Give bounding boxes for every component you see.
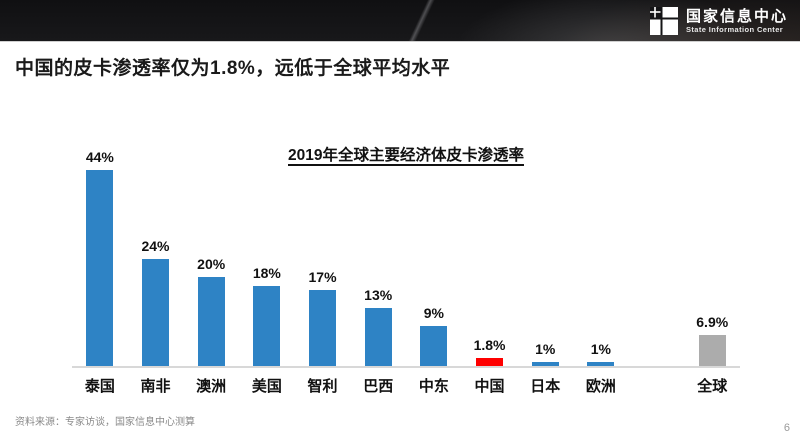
chart-bar-usa [253,286,281,366]
category-label-middle-east: 中东 [418,378,449,395]
bar-value-label: 18% [252,265,281,281]
bar-value-label: 1% [535,341,556,357]
chart-column-australia: 20% [183,256,239,366]
chart-column-middle-east: 9% [406,305,462,366]
category-label-chile: 智利 [307,378,338,395]
chart-bar-europe [587,362,615,366]
chart-bar-brazil [364,308,392,366]
chart-column-global: 6.9% [684,314,740,366]
category-label-china: 中国 [474,378,505,395]
chart-column-usa: 18% [239,265,295,366]
logo-text-en: State Information Center [685,25,784,34]
chart-bar-south-africa [142,259,169,366]
category-label-global: 全球 [697,378,728,395]
chart-bar-global [698,335,726,366]
sic-grid-icon [649,7,678,35]
category-label-europe: 欧洲 [585,378,616,395]
source-note: 资料来源：专家访谈，国家信息中心测算 [15,417,195,428]
logo-text: 国家信息中心 State Information Center [686,8,788,34]
header-banner: 国家信息中心 State Information Center [0,0,800,42]
chart-bar-thailand [86,170,114,366]
chart-bar-japan [531,362,559,366]
category-label-australia: 澳洲 [196,378,227,395]
bar-value-label: 1.8% [473,337,506,353]
chart-column-south-africa: 24% [128,238,184,366]
chart-column-europe: 1% [573,341,629,366]
bar-value-label: 1% [590,341,611,357]
category-label-south-africa: 南非 [140,378,171,395]
chart-column-japan: 1% [517,341,573,366]
plot-area: 44% 24% 20% 18% 17% 13% 9% 1.8% 1% 1% 6.9% [72,143,740,368]
bar-value-label: 20% [197,256,226,272]
chart-column-china: 1.8% [462,337,518,366]
category-label-usa: 美国 [251,378,282,395]
bar-chart: 2019年全球主要经济体皮卡渗透率 44% 24% 20% 18% 17% 13% 9% 1.… [72,143,740,396]
slide-title: 中国的皮卡渗透率仅为1.8%，远低于全球平均水平 [15,58,451,79]
chart-bar-middle-east [420,326,448,366]
category-label-brazil: 巴西 [363,378,394,395]
chart-title: 2019年全球主要经济体皮卡渗透率 [288,147,524,164]
bar-value-label: 24% [141,238,170,254]
chart-bar-chile [309,290,337,366]
bar-value-label: 13% [364,287,393,303]
category-spacer [629,375,685,396]
logo-text-cn: 国家信息中心 [685,8,788,25]
category-label-japan: 日本 [530,378,561,395]
chart-column-thailand: 44% [72,149,128,366]
bar-value-label: 9% [423,305,444,321]
chart-bar-china [476,358,504,366]
bar-value-label: 6.9% [696,314,729,330]
category-label-thailand: 泰国 [84,378,115,395]
chart-bar-australia [197,277,225,366]
bar-value-label: 17% [308,269,337,285]
chart-column-brazil: 13% [350,287,406,366]
state-information-center-logo: 国家信息中心 State Information Center [649,7,788,35]
category-row: 泰国 南非 澳洲 美国 智利 巴西 中东 中国 日本 欧洲 全球 [72,375,740,396]
page-number: 6 [783,422,790,434]
bar-value-label: 44% [85,149,114,165]
chart-column-chile: 17% [295,269,351,366]
